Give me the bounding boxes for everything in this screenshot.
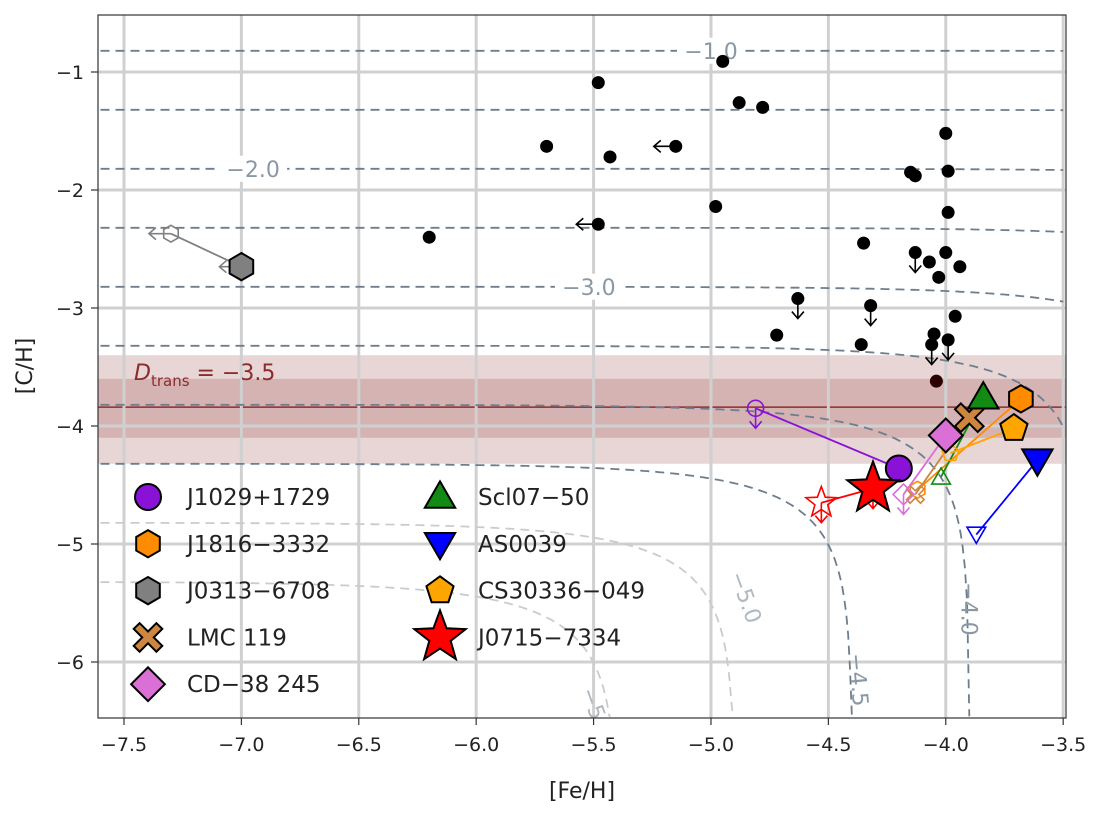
data-point (942, 333, 955, 346)
legend-marker (135, 484, 161, 510)
legend-marker (136, 530, 160, 557)
new-measurement-marker (886, 455, 912, 481)
contour-label: −4.5 (843, 652, 873, 707)
background-stars (423, 55, 967, 388)
data-point (604, 150, 617, 163)
legend-marker (136, 577, 160, 604)
contour-label: −1.0 (684, 40, 737, 65)
data-point (592, 76, 605, 89)
data-point (592, 218, 605, 231)
data-point (953, 260, 966, 273)
legend-label: LMC 119 (187, 625, 287, 651)
data-point (923, 255, 936, 268)
x-tick-label: −6.5 (336, 734, 382, 756)
data-point (949, 310, 962, 323)
x-tick-label: −7.5 (101, 734, 147, 756)
data-point (909, 246, 922, 259)
x-tick-label: −4.5 (805, 734, 851, 756)
legend-label: J0715−7334 (476, 625, 621, 651)
dtrans-band-inner (98, 379, 1066, 438)
data-point (669, 140, 682, 153)
data-point (942, 165, 955, 178)
data-point (930, 375, 943, 388)
x-tick-label: −6.0 (453, 734, 499, 756)
legend-label: Scl07−50 (478, 485, 589, 511)
data-point (756, 101, 769, 114)
y-tick-label: −2 (56, 180, 84, 202)
data-point (909, 169, 922, 182)
new-measurement-marker (1009, 385, 1033, 412)
contour-label: −4.0 (955, 582, 980, 635)
connector-line (976, 460, 1037, 534)
x-tick-label: −7.0 (218, 734, 264, 756)
data-point (925, 338, 938, 351)
data-point (939, 246, 952, 259)
x-axis-label: [Fe/H] (549, 779, 615, 804)
legend: J1029+1729 J1816−3332 J0313−6708 LMC 119 CD−… (110, 468, 670, 706)
legend-label: J0313−6708 (185, 579, 330, 605)
y-tick-label: −5 (56, 534, 84, 556)
data-point (733, 96, 746, 109)
legend-label: J1816−3332 (185, 532, 330, 558)
data-point (709, 200, 722, 213)
previous-measurement-marker (967, 527, 986, 543)
x-tick-label: −5.0 (688, 734, 734, 756)
legend-label: CS30336−049 (478, 579, 645, 605)
data-point (855, 338, 868, 351)
data-point (770, 329, 783, 342)
data-point (942, 206, 955, 219)
data-point (939, 127, 952, 140)
legend-label: AS0039 (478, 532, 567, 558)
contour-label: −2.0 (226, 158, 279, 183)
y-tick-label: −4 (56, 416, 84, 438)
x-tick-label: −5.5 (571, 734, 617, 756)
x-tick-label: −4.0 (923, 734, 969, 756)
data-point (716, 55, 729, 68)
data-point (423, 231, 436, 244)
new-measurement-marker (230, 253, 254, 280)
data-point (791, 292, 804, 305)
y-tick-label: −1 (56, 62, 84, 84)
upper-limit-arrow (149, 228, 171, 240)
data-point (857, 237, 870, 250)
data-point (540, 140, 553, 153)
data-point (932, 271, 945, 284)
contour-label: −3.0 (562, 276, 615, 301)
y-tick-label: −3 (56, 298, 84, 320)
legend-label: CD−38 245 (187, 672, 321, 698)
x-tick-label: −3.5 (1040, 734, 1086, 756)
data-point (864, 299, 877, 312)
legend-label: J1029+1729 (185, 485, 330, 511)
y-axis-label: [C/H] (13, 338, 38, 394)
y-tick-label: −6 (56, 652, 84, 674)
